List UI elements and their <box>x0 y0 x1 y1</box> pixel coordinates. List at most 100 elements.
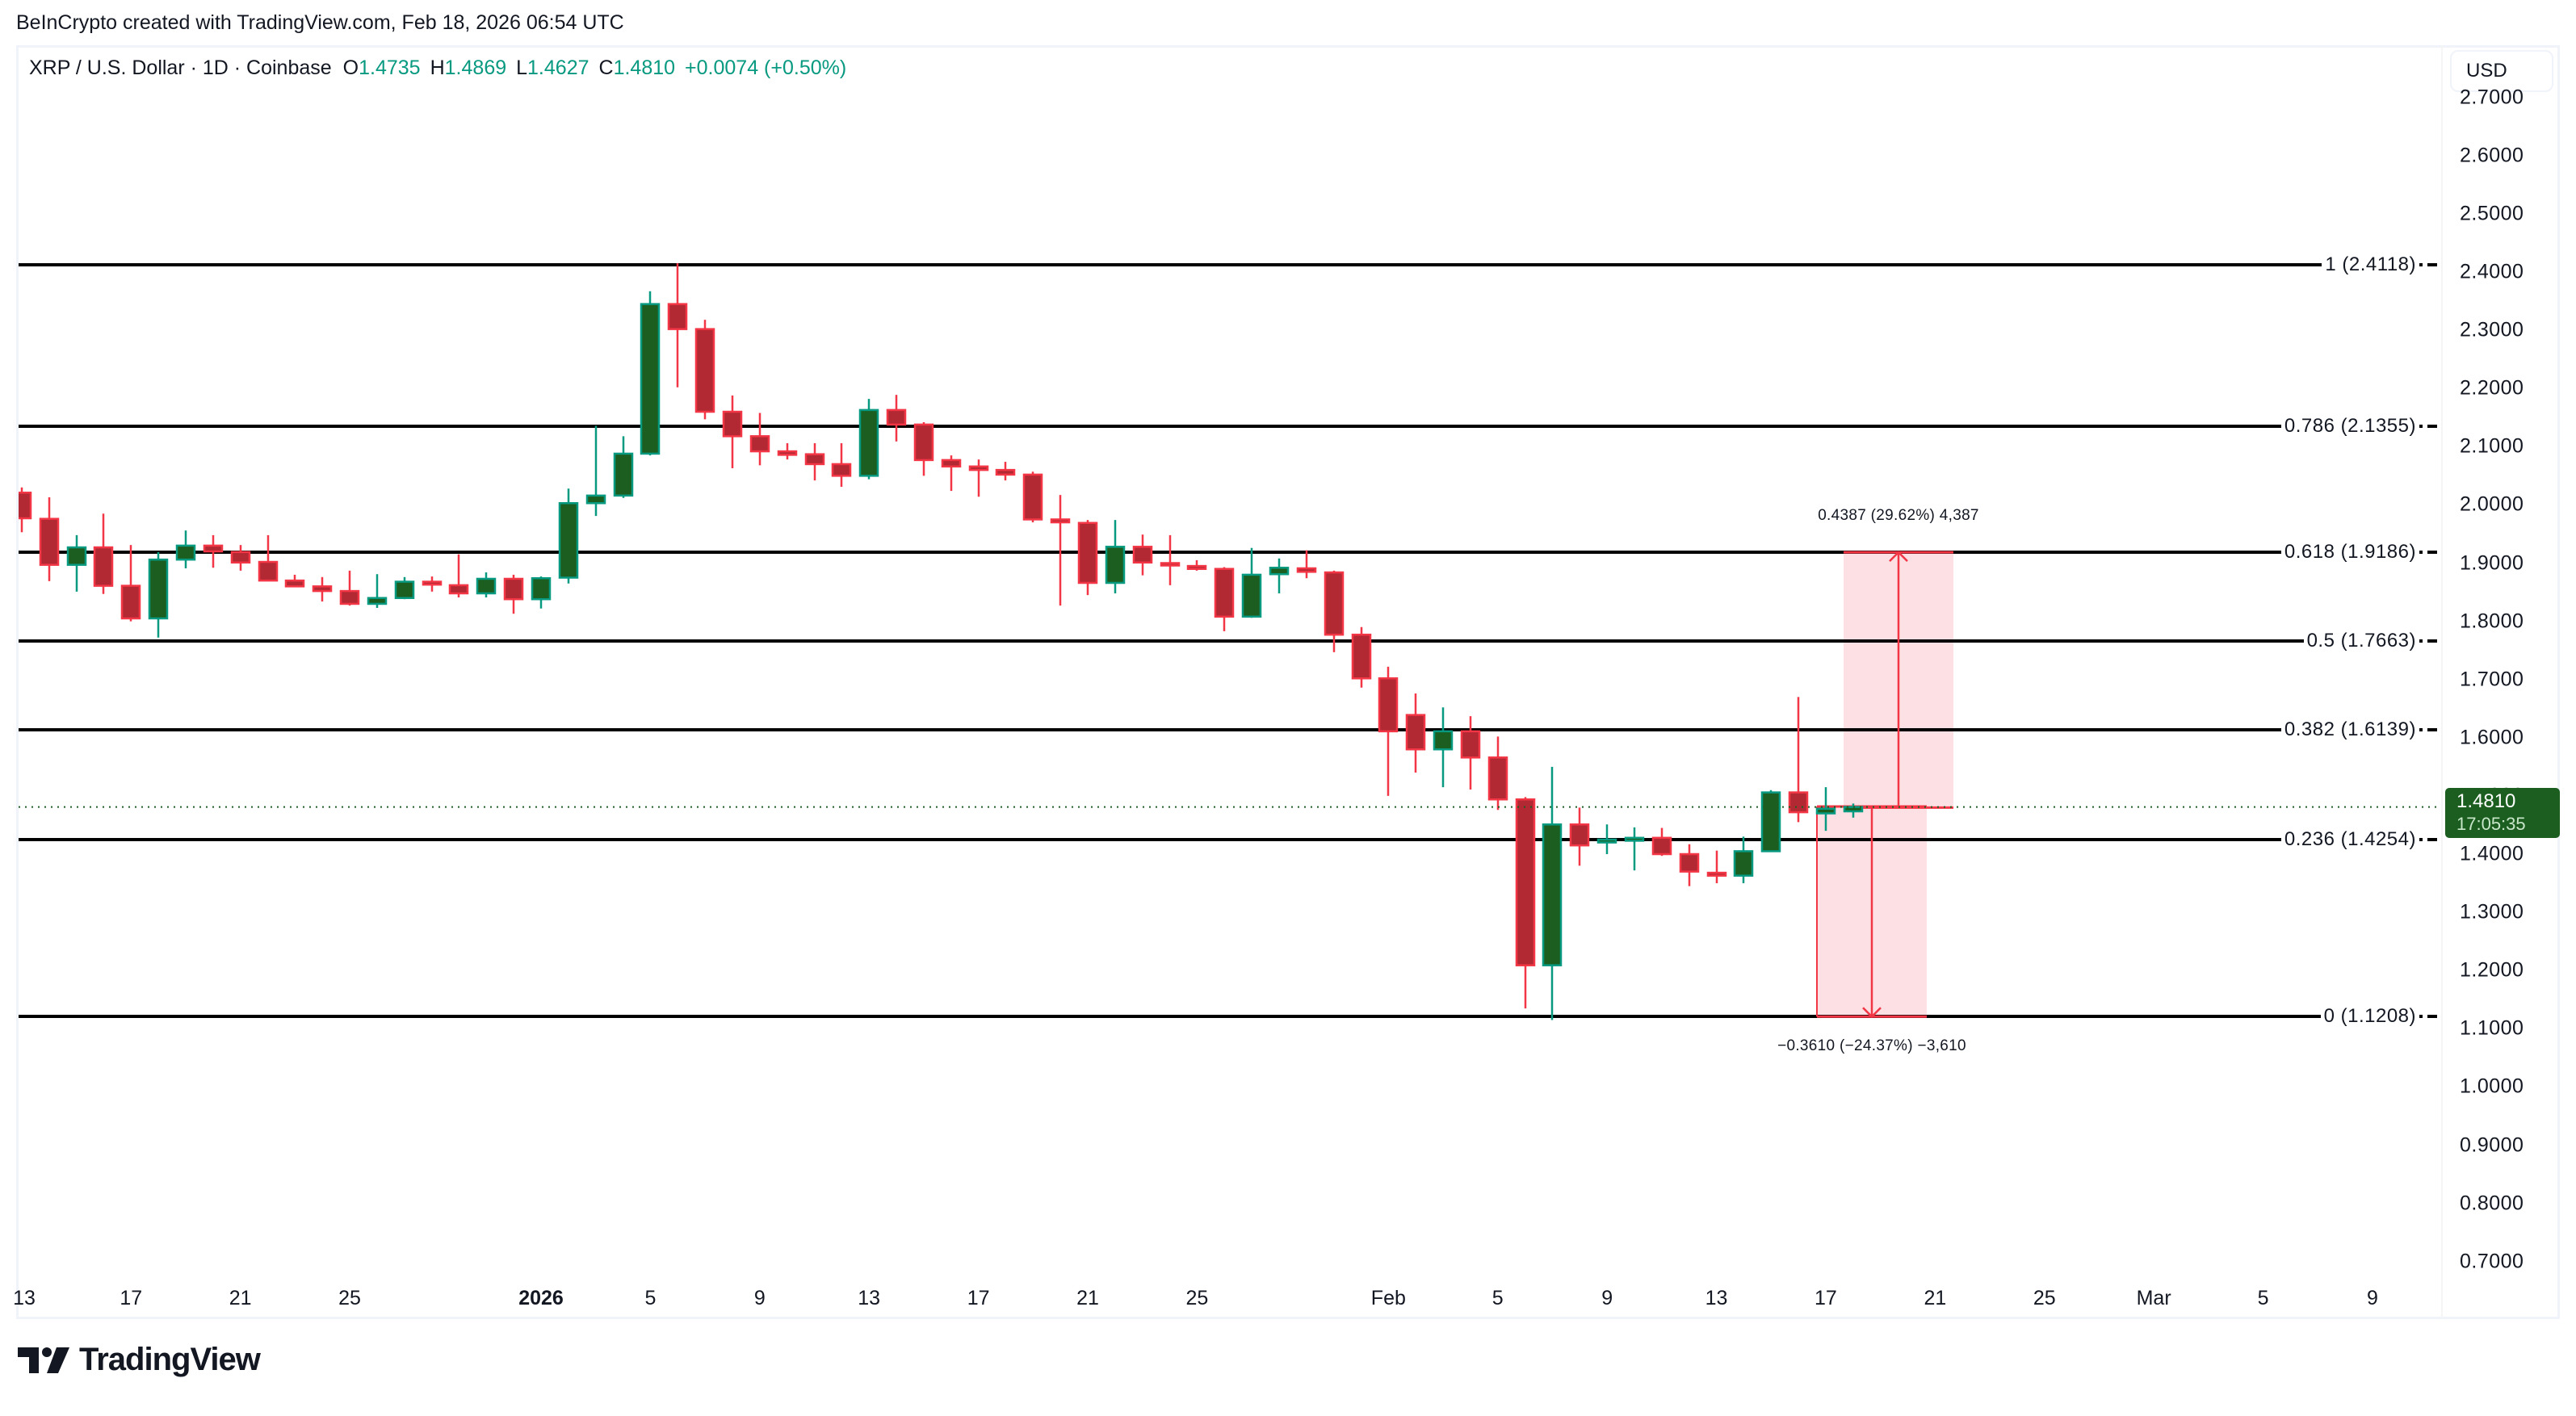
candle[interactable] <box>13 487 32 533</box>
price-axis-separator <box>2441 45 2443 1319</box>
candle[interactable] <box>1487 736 1508 811</box>
candle[interactable] <box>1324 570 1345 652</box>
candle[interactable] <box>1788 697 1809 823</box>
symbol-title[interactable]: XRP / U.S. Dollar · 1D · Coinbase <box>29 57 332 79</box>
candle[interactable] <box>203 534 224 568</box>
time-axis-label: 25 <box>2033 1287 2056 1309</box>
measure-up-label: 0.4387 (29.62%) 4,387 <box>1818 507 1979 525</box>
candle[interactable] <box>804 442 825 481</box>
candle[interactable] <box>1269 558 1290 593</box>
candle[interactable] <box>886 395 907 442</box>
candle[interactable] <box>1624 827 1645 871</box>
candle[interactable] <box>941 455 962 492</box>
candle[interactable] <box>640 291 661 456</box>
candle[interactable] <box>0 478 3 502</box>
fib-level-label: 0.236 (1.4254) <box>2280 827 2419 851</box>
candle[interactable] <box>1050 495 1071 606</box>
time-axis-label: 25 <box>1185 1287 1209 1309</box>
candle[interactable] <box>1351 626 1372 688</box>
candle[interactable] <box>968 459 989 497</box>
candle[interactable] <box>339 570 360 606</box>
low-key: L <box>516 57 528 79</box>
candle[interactable] <box>230 545 251 571</box>
price-axis-label: 1.0000 <box>2460 1075 2524 1098</box>
candle[interactable] <box>312 576 333 602</box>
candle[interactable] <box>1760 790 1781 853</box>
symbol-legend: XRP / U.S. Dollar · 1D · Coinbase O 1.47… <box>29 57 856 80</box>
candle[interactable] <box>1542 766 1563 1020</box>
candle[interactable] <box>1296 550 1317 579</box>
fib-level-label: 0.5 (1.7663) <box>2303 629 2419 652</box>
candle[interactable] <box>1022 471 1043 523</box>
currency-button[interactable]: USD <box>2450 50 2553 92</box>
candle[interactable] <box>722 395 743 468</box>
candle[interactable] <box>476 572 497 598</box>
time-axis-label: 17 <box>1815 1287 1837 1309</box>
change-value: +0.0074 (+0.50%) <box>685 57 847 79</box>
candle[interactable] <box>39 497 60 581</box>
candle[interactable] <box>613 436 634 498</box>
time-axis-label: 2026 <box>518 1287 564 1309</box>
candle[interactable] <box>585 425 606 517</box>
candle[interactable] <box>422 576 443 592</box>
candle[interactable] <box>367 574 388 609</box>
time-axis-label: 13 <box>13 1287 36 1309</box>
candle[interactable] <box>831 442 852 488</box>
price-axis-label: 2.6000 <box>2460 144 2524 167</box>
candle[interactable] <box>1405 693 1426 773</box>
price-axis-label: 1.4000 <box>2460 842 2524 865</box>
candle[interactable] <box>394 576 415 600</box>
candle[interactable] <box>1433 707 1454 788</box>
candle[interactable] <box>93 513 114 594</box>
price-axis-label: 2.3000 <box>2460 318 2524 341</box>
low-value: 1.4627 <box>527 57 589 79</box>
candle[interactable] <box>503 574 524 614</box>
candle[interactable] <box>694 320 715 420</box>
candle[interactable] <box>120 545 141 622</box>
candle[interactable] <box>777 442 798 460</box>
candle[interactable] <box>1132 534 1153 576</box>
candle[interactable] <box>1186 559 1207 571</box>
candle[interactable] <box>1596 824 1617 854</box>
candle[interactable] <box>1105 520 1126 593</box>
candle[interactable] <box>1569 807 1590 866</box>
candle[interactable] <box>1241 547 1262 618</box>
candle[interactable] <box>175 530 196 568</box>
candle[interactable] <box>749 413 770 466</box>
candle[interactable] <box>1706 850 1727 884</box>
price-axis-label: 1.3000 <box>2460 900 2524 924</box>
candle[interactable] <box>1733 836 1754 884</box>
candle[interactable] <box>558 488 579 584</box>
time-axis-label: 9 <box>753 1287 766 1309</box>
candle[interactable] <box>66 534 87 592</box>
candle[interactable] <box>258 534 279 582</box>
candle[interactable] <box>1214 567 1235 631</box>
candle[interactable] <box>1077 520 1098 596</box>
candle[interactable] <box>148 551 169 638</box>
tradingview-logo-icon <box>18 1347 69 1373</box>
price-axis-label: 2.7000 <box>2460 86 2524 109</box>
candle[interactable] <box>995 462 1016 481</box>
candle[interactable] <box>531 576 552 609</box>
price-axis-label: 1.8000 <box>2460 610 2524 633</box>
time-axis-label: Feb <box>1370 1287 1406 1309</box>
candle[interactable] <box>1651 827 1672 857</box>
candle[interactable] <box>858 399 879 480</box>
candle[interactable] <box>448 554 469 598</box>
candle[interactable] <box>667 263 688 388</box>
time-axis-label: 17 <box>120 1287 143 1309</box>
candle[interactable] <box>1160 534 1181 585</box>
price-axis-label: 0.8000 <box>2460 1192 2524 1215</box>
candle[interactable] <box>1815 787 1836 832</box>
candle[interactable] <box>1460 716 1481 790</box>
chart-frame <box>16 45 2560 1319</box>
candle[interactable] <box>1679 844 1700 886</box>
arrow-up-icon <box>1889 551 1908 562</box>
candle[interactable] <box>1515 797 1536 1009</box>
candle[interactable] <box>913 422 934 476</box>
candle[interactable] <box>1378 666 1399 796</box>
time-axis-label: 5 <box>644 1287 657 1309</box>
candle[interactable] <box>284 574 305 588</box>
tradingview-logo[interactable]: TradingView <box>18 1342 261 1378</box>
